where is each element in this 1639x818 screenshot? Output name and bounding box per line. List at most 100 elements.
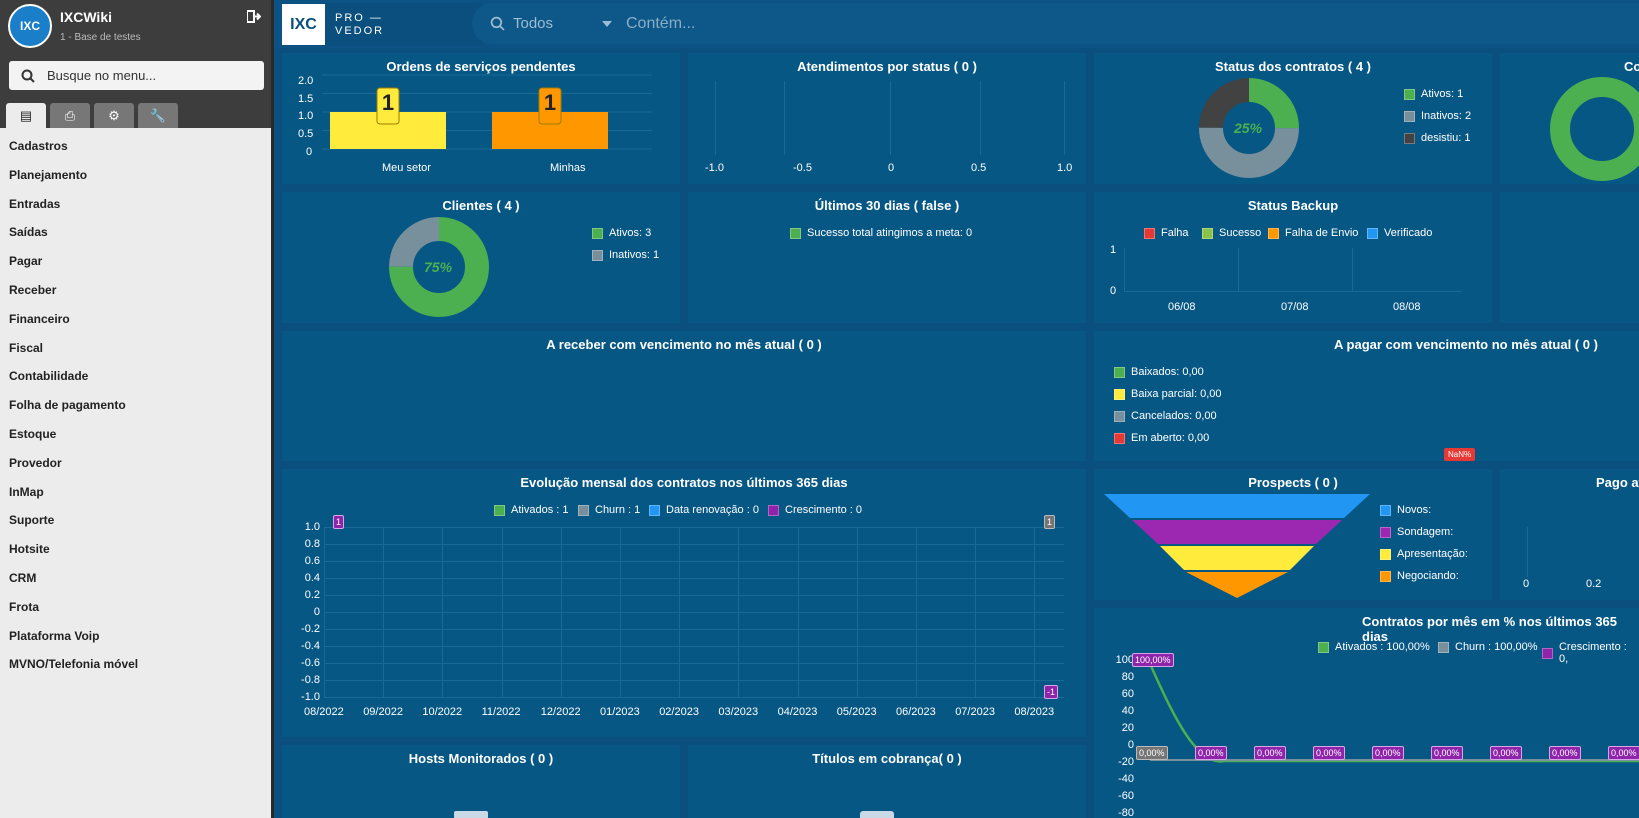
menu-item-plataforma-voip[interactable]: Plataforma Voip: [9, 628, 100, 643]
tab-tools-icon[interactable]: 🔧: [138, 103, 178, 128]
panel-titulos-cobranca: Títulos em cobrança( 0 ): [688, 745, 1086, 818]
panel-evolucao-mensal: Evolução mensal dos contratos nos último…: [282, 469, 1086, 737]
legend-item: Falha de Envio: [1268, 227, 1358, 239]
grid-line: [501, 527, 503, 697]
bar-value-badge: [538, 87, 562, 125]
brand-line2: VEDOR: [335, 24, 385, 37]
grid-line: [980, 81, 981, 155]
menu-item-contabilidade[interactable]: Contabilidade: [9, 369, 89, 384]
menu-item-provedor[interactable]: Provedor: [9, 455, 62, 470]
y-tick: 0.4: [304, 572, 320, 584]
grid-line: [890, 81, 891, 155]
y-tick: -1.0: [301, 691, 320, 703]
donut-center-label: 75%: [424, 259, 453, 275]
menu-item-saidas[interactable]: Saídas: [9, 225, 48, 240]
value-badge: 0,00%: [1195, 746, 1227, 760]
menu-item-fiscal[interactable]: Fiscal: [9, 340, 44, 355]
brand-line1: PRO —: [335, 11, 383, 24]
search-filter-select[interactable]: Todos: [472, 15, 612, 32]
x-tick: 11/2022: [481, 706, 521, 718]
value-badge: 0,00%: [1372, 746, 1404, 760]
menu-item-crm[interactable]: CRM: [9, 570, 37, 585]
logout-icon[interactable]: [246, 10, 262, 26]
panel-clientes: Clientes ( 4 ) 75% Ativos: 3 Inativos: 1: [282, 192, 680, 323]
global-search-input[interactable]: Contém...: [626, 14, 696, 32]
legend-item: Baixa parcial: 0,00: [1114, 388, 1222, 400]
panel-title: Clientes ( 4 ): [442, 198, 520, 213]
y-tick: -0.6: [301, 657, 320, 669]
grid-line: [738, 527, 740, 697]
value-badge: 0,00%: [1608, 746, 1639, 760]
x-tick: 0: [888, 162, 895, 174]
donut-slice: [1199, 78, 1299, 178]
grid-line: [679, 527, 681, 697]
panel-pago: Pago at 0 0.2: [1500, 469, 1639, 600]
grid-line: [1034, 527, 1036, 697]
funnel-novos: [1104, 494, 1370, 518]
tab-menu-icon[interactable]: ▤: [6, 103, 46, 128]
bar-value-label: 1: [382, 90, 394, 115]
x-tick: 03/2023: [718, 706, 759, 718]
x-tick: 06/08: [1168, 301, 1196, 313]
grid-line: [383, 527, 385, 697]
menu-search-placeholder: Busque no menu...: [47, 68, 157, 83]
x-tick: 12/2022: [540, 706, 581, 718]
y-tick: 0.2: [304, 589, 320, 601]
clientes-donut: [389, 217, 489, 317]
menu-item-planejamento[interactable]: Planejamento: [9, 167, 88, 182]
menu-item-pagar[interactable]: Pagar: [9, 254, 43, 269]
document-icon: [860, 811, 894, 818]
grid-line: [324, 578, 1064, 579]
menu-item-financeiro[interactable]: Financeiro: [9, 311, 70, 326]
x-tick: 02/2023: [659, 706, 699, 718]
tab-print-icon[interactable]: ⎙: [50, 103, 90, 128]
y-tick: 0: [306, 146, 313, 158]
y-tick: 0.8: [304, 538, 320, 550]
x-tick: 0.5: [971, 162, 987, 174]
y-tick: 0.5: [298, 128, 314, 140]
grid-line: [324, 561, 1064, 562]
legend-item: Em aberto: 0,00: [1114, 432, 1209, 444]
x-tick: 01/2023: [600, 706, 640, 718]
brand-text: PRO — VEDOR: [335, 12, 384, 38]
tab-settings-icon[interactable]: ⚙: [94, 103, 134, 128]
value-badge: 0,00%: [1431, 746, 1463, 760]
x-tick: 06/2023: [896, 706, 936, 718]
menu-item-suporte[interactable]: Suporte: [9, 513, 55, 528]
y-tick: 80: [1121, 671, 1134, 683]
x-tick: 09/2022: [363, 706, 403, 718]
value-badge: 0,00%: [1136, 746, 1168, 760]
grid-line: [1064, 81, 1065, 155]
menu-item-cadastros[interactable]: Cadastros: [9, 139, 68, 153]
top-bar: IXC PRO — VEDOR Todos Contém...: [274, 0, 1639, 48]
menu-item-hotsite[interactable]: Hotsite: [9, 542, 50, 557]
value-badge: 1: [333, 515, 345, 529]
panel-hosts: Hosts Monitorados ( 0 ): [282, 745, 680, 818]
panel-title: Ordens de serviços pendentes: [386, 59, 576, 74]
menu-search-input[interactable]: Busque no menu...: [9, 61, 264, 90]
y-tick: 1: [1110, 244, 1117, 256]
panel-title: Atendimentos por status ( 0 ): [797, 59, 977, 74]
menu-item-entradas[interactable]: Entradas: [9, 196, 61, 211]
menu-item-folha-pagamento[interactable]: Folha de pagamento: [9, 398, 126, 413]
x-tick: 10/2022: [422, 706, 463, 718]
brand-logo: IXC: [282, 4, 325, 45]
grid-line: [715, 81, 716, 155]
menu-item-mvno[interactable]: MVNO/Telefonia móvel: [9, 657, 139, 672]
y-tick: 1.5: [298, 93, 314, 105]
axis-line: [1124, 291, 1462, 292]
grid-line: [916, 527, 917, 697]
menu-item-frota[interactable]: Frota: [9, 599, 39, 614]
menu-item-inmap[interactable]: InMap: [9, 484, 44, 499]
brand[interactable]: IXC PRO — VEDOR: [282, 3, 484, 46]
y-tick: -0.2: [301, 623, 320, 635]
menu-item-estoque[interactable]: Estoque: [9, 426, 57, 441]
y-tick: 1.0: [298, 110, 314, 122]
company-logo[interactable]: IXC: [8, 4, 52, 48]
legend-item: Data renovação : 0: [649, 504, 759, 516]
panel-status-backup: Status Backup Falha Sucesso Falha de Env…: [1094, 192, 1492, 323]
chevron-down-icon: [602, 20, 612, 27]
menu-item-receber[interactable]: Receber: [9, 282, 57, 297]
grid-line: [324, 612, 1064, 613]
